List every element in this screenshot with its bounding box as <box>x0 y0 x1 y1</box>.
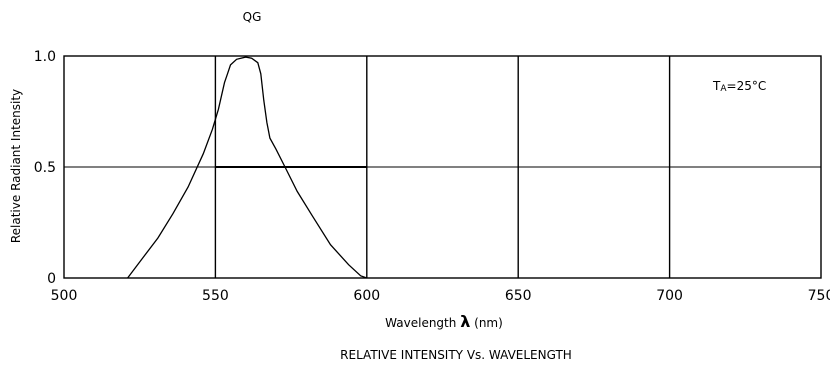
annotation-subscript: A <box>720 84 727 94</box>
x-tick-label: 550 <box>202 288 229 304</box>
chart-title: QG <box>243 10 262 24</box>
chart-subtitle: RELATIVE INTENSITY Vs. WAVELENGTH <box>340 348 572 362</box>
x-axis-lambda: λ <box>460 312 470 331</box>
x-axis-label-group: Wavelength λ (nm) <box>385 312 503 331</box>
x-tick-label: 600 <box>353 288 380 304</box>
temperature-annotation: TA=25°C <box>712 79 766 94</box>
y-tick-label: 0.5 <box>34 160 56 176</box>
x-axis-unit: (nm) <box>474 316 503 330</box>
tick-labels: 500 550 600 650 700 750 0 0.5 1.0 <box>34 49 830 304</box>
x-tick-label: 500 <box>51 288 78 304</box>
y-axis-label: Relative Radiant Intensity <box>9 89 23 243</box>
x-tick-label: 750 <box>808 288 830 304</box>
spectrum-curve <box>127 56 368 279</box>
x-tick-label: 650 <box>505 288 532 304</box>
y-tick-label: 0 <box>47 271 56 287</box>
annotation-rest: =25°C <box>727 79 767 93</box>
x-axis-label: Wavelength <box>385 316 456 330</box>
y-tick-label: 1.0 <box>34 49 56 65</box>
grid-lines <box>64 56 821 278</box>
x-tick-label: 700 <box>656 288 683 304</box>
annotation-main: T <box>712 79 721 93</box>
